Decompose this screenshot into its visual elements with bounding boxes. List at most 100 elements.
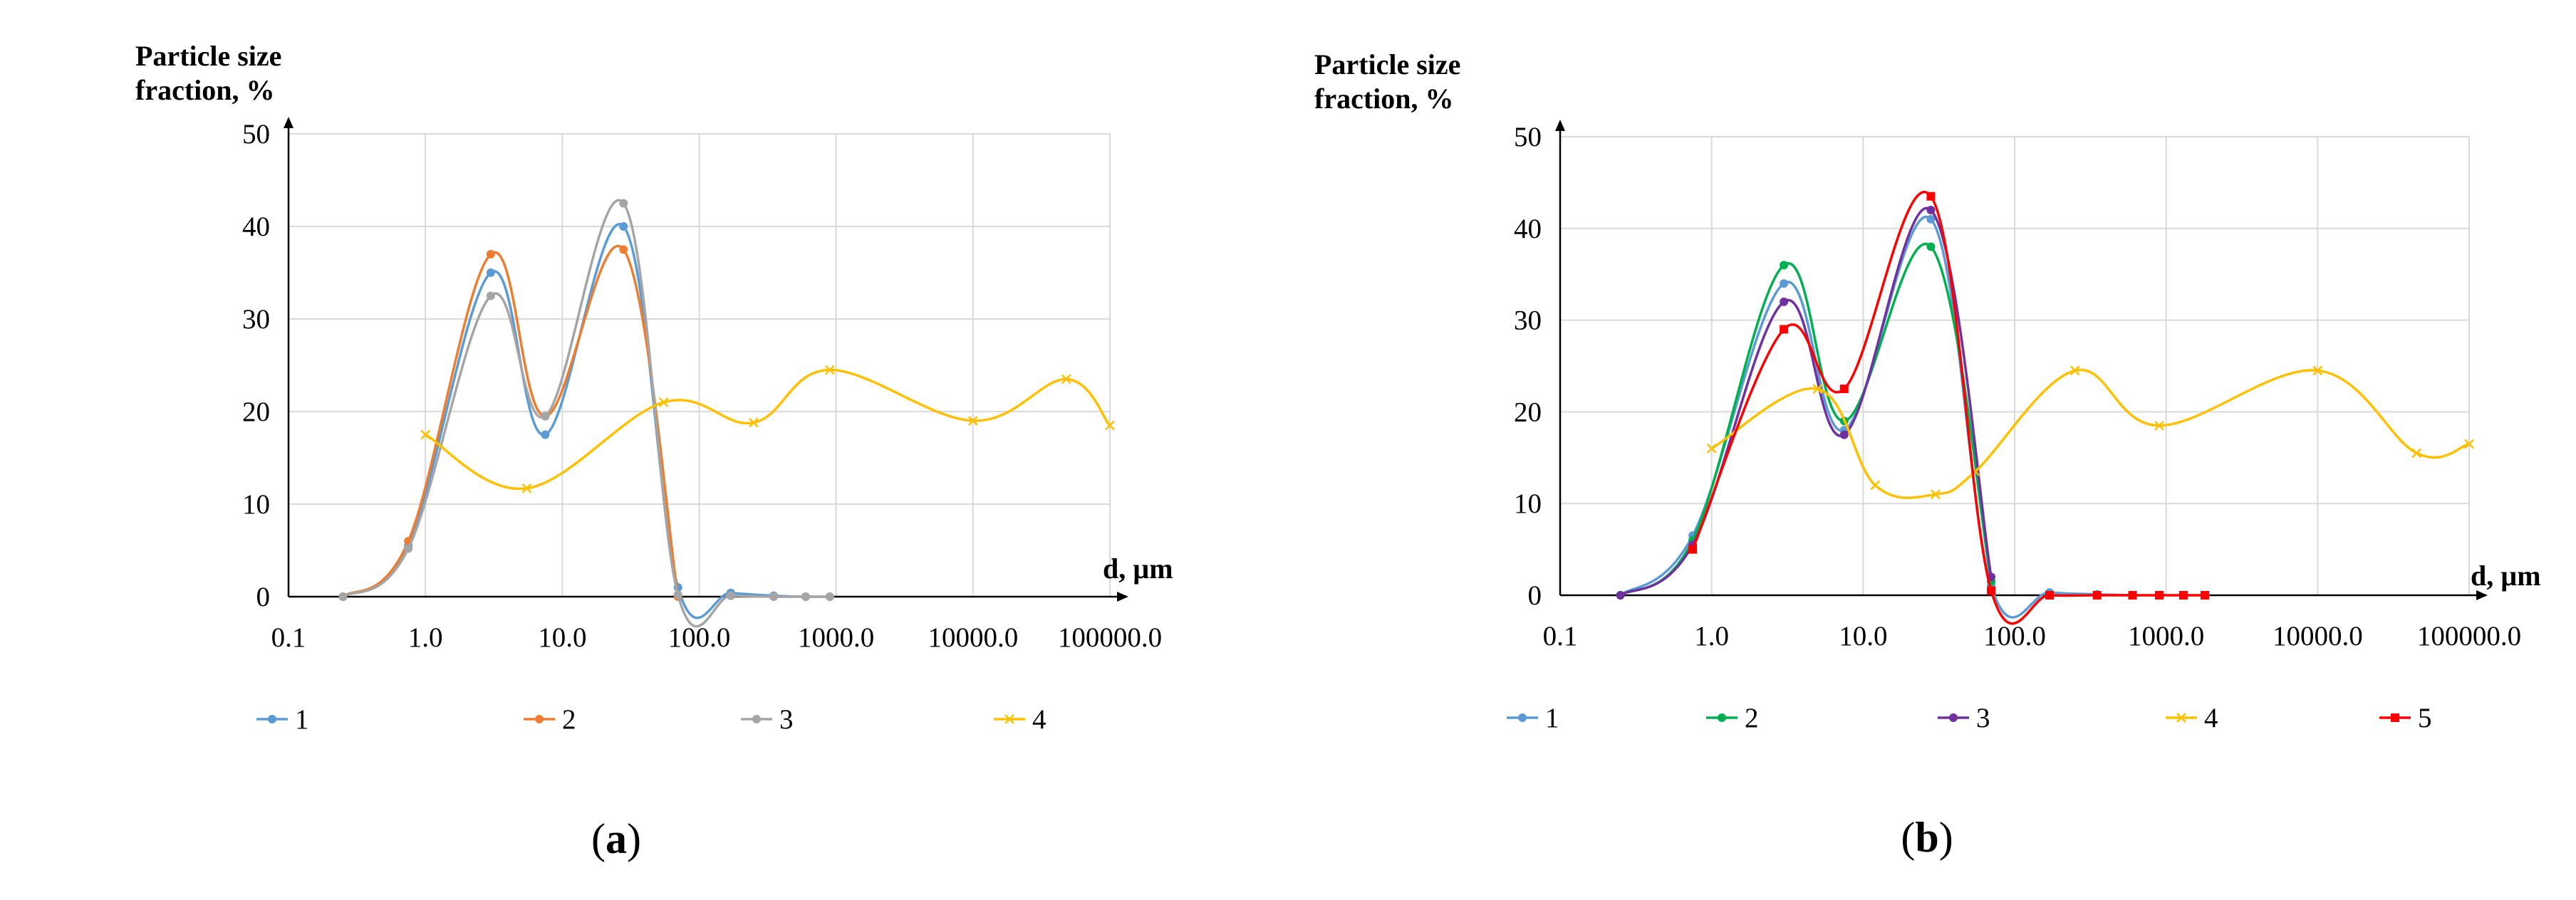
x-tick-label: 1.0 [408, 622, 443, 653]
series-3 [338, 199, 834, 628]
legend-marker [2176, 713, 2186, 723]
data-point [967, 416, 978, 426]
data-point [486, 250, 495, 258]
data-point [404, 544, 413, 553]
x-tick-label: 10.0 [538, 622, 586, 653]
x-axis-title: d, µm [2471, 560, 2541, 592]
x-tick-label: 1000.0 [2128, 621, 2204, 652]
y-axis-title-line2: fraction, % [1314, 83, 1454, 115]
series-line [1691, 191, 2205, 625]
data-point [2092, 591, 2102, 600]
y-axis-title-line2: fraction, % [135, 74, 275, 106]
data-point-stroke-b [2411, 448, 2422, 459]
data-point [726, 591, 735, 600]
series-2 [1616, 242, 1996, 600]
series-1 [1616, 214, 2137, 619]
legend-label: 4 [2204, 703, 2218, 733]
data-point-stroke-b [2464, 439, 2474, 449]
data-point [541, 412, 550, 421]
legend-marker [1518, 713, 1527, 722]
data-point [1839, 430, 1849, 439]
legend-label: 3 [1976, 703, 1990, 733]
y-tick-label: 10 [1514, 488, 1542, 519]
x-tick-label: 1.0 [1694, 621, 1729, 652]
y-tick-label: 30 [242, 304, 270, 335]
data-point [1930, 489, 1941, 500]
data-point-stroke-b [658, 397, 669, 407]
series-3 [1616, 206, 1996, 600]
legend-marker-stroke-b [1004, 714, 1014, 724]
legend-marker [1004, 714, 1014, 724]
panel-label-letter: b [1915, 814, 1938, 861]
data-point-stroke-b [2312, 365, 2323, 376]
data-point [673, 590, 682, 600]
y-tick-label: 50 [1514, 122, 1542, 152]
data-point [420, 429, 431, 440]
data-point [486, 291, 495, 300]
y-tick-label: 40 [242, 211, 270, 242]
data-point [2154, 591, 2164, 600]
data-point-stroke-b [420, 429, 431, 440]
data-point [749, 417, 759, 428]
data-point [1812, 384, 1823, 394]
data-point [1926, 214, 1936, 224]
panel-label-open-paren: ( [1901, 814, 1915, 861]
panel-label-open-paren: ( [591, 815, 606, 862]
legend-marker [2391, 713, 2399, 722]
legend-marker [1949, 713, 1958, 722]
data-point [1780, 261, 1789, 270]
legend-marker [752, 715, 761, 723]
x-tick-label: 100.0 [668, 622, 731, 653]
data-point-stroke-b [824, 365, 835, 375]
x-tick-label: 100000.0 [1058, 622, 1162, 653]
data-point-stroke-b [2069, 365, 2080, 376]
y-tick-label: 20 [242, 397, 270, 427]
data-point [769, 592, 779, 601]
legend-label: 1 [1545, 703, 1559, 733]
data-point [825, 592, 834, 601]
x-tick-label: 100000.0 [2417, 621, 2521, 652]
x-tick-label: 10.0 [1839, 621, 1887, 652]
series-line [425, 368, 1111, 491]
data-point [1780, 297, 1789, 306]
y-axis-title-line1: Particle size [135, 40, 281, 72]
data-point [1616, 591, 1625, 600]
data-point [1870, 480, 1881, 491]
data-point [824, 365, 835, 375]
legend-entry-3: 3 [1938, 703, 1990, 733]
legend-entry-1: 1 [256, 704, 309, 735]
legend-label: 2 [1745, 703, 1759, 733]
data-point-stroke-b [1812, 384, 1823, 394]
series-line [342, 223, 830, 619]
data-point-stroke-b [1706, 444, 1717, 454]
panel-a: 0 10 20 30 40 50 0.1 1.0 10.0 100.0 1000.0 10000.0 1… [135, 40, 1173, 862]
data-point [2464, 439, 2474, 449]
x-axis-arrow [1117, 592, 1128, 602]
data-point [521, 483, 532, 493]
panel-label: (a) [591, 815, 641, 862]
y-tick-label: 0 [256, 582, 271, 612]
series-5 [1688, 191, 2209, 625]
legend-entry-2: 2 [1706, 703, 1759, 733]
data-point [1926, 192, 1936, 201]
x-tick-label: 10000.0 [928, 622, 1018, 653]
legend-entry-4: 4 [2166, 703, 2218, 733]
series-4 [420, 365, 1115, 493]
data-point [1926, 206, 1936, 215]
panel-label: (b) [1901, 814, 1953, 861]
y-tick-label: 40 [1514, 214, 1542, 244]
data-point-stroke-b [967, 416, 978, 426]
x-axis-title: d, µm [1103, 553, 1173, 585]
series-line [1619, 243, 1993, 597]
series-4 [1706, 365, 2474, 500]
series-2 [338, 245, 682, 601]
data-point [1780, 325, 1789, 334]
data-point [2200, 591, 2209, 600]
data-point-stroke-b [749, 417, 759, 428]
legend-entry-1: 1 [1507, 703, 1559, 733]
legend-marker [535, 715, 544, 723]
y-axis-arrow [284, 117, 294, 128]
x-axis-arrow [2476, 590, 2488, 600]
y-tick-label: 20 [1514, 397, 1542, 427]
